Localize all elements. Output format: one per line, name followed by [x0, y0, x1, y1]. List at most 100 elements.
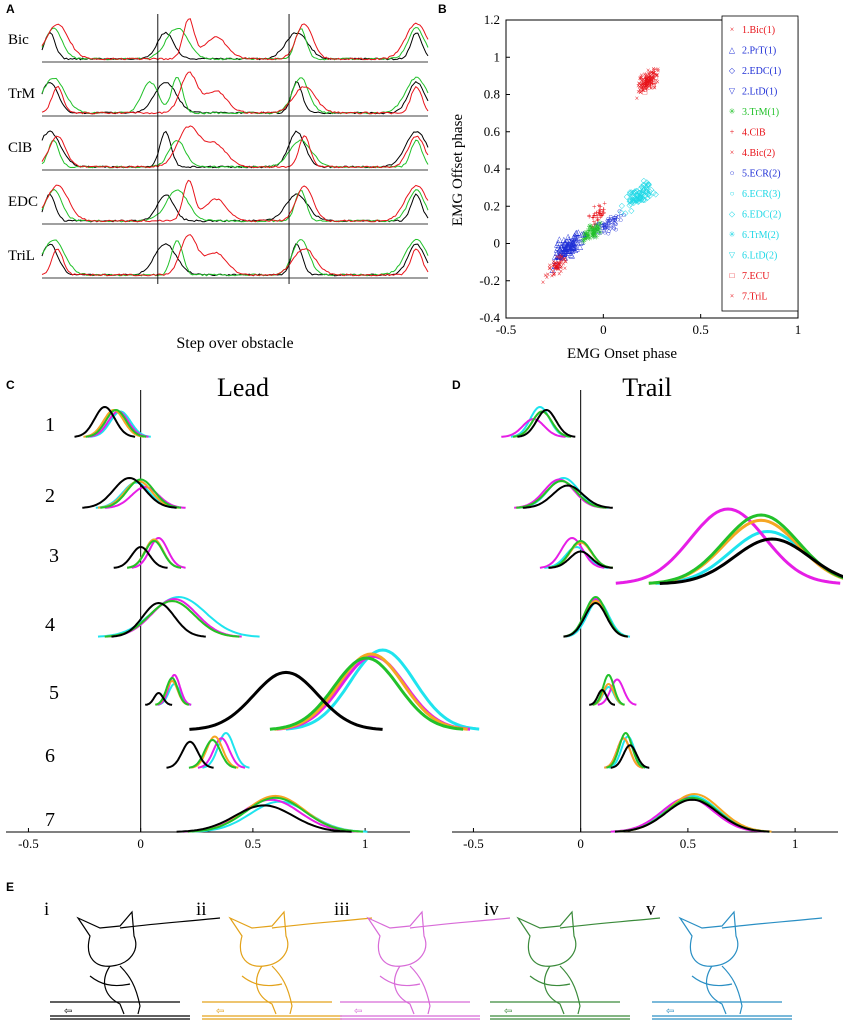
- cat-foreleg: [409, 965, 431, 1015]
- b-point: ×: [647, 70, 652, 79]
- b-point: △: [569, 246, 576, 255]
- b-point: ○: [613, 215, 618, 224]
- c-curve-iv: [187, 796, 363, 833]
- d-xtick-label: -0.5: [463, 836, 484, 851]
- b-point: ×: [639, 81, 644, 90]
- b-legend-marker: +: [730, 128, 735, 137]
- b-point: ◇: [630, 196, 637, 205]
- b-point: ○: [602, 228, 607, 237]
- b-point: ◇: [628, 199, 635, 208]
- b-point: ×: [557, 253, 562, 262]
- b-point: +: [600, 211, 605, 220]
- b-point: ○: [600, 224, 605, 233]
- b-point: ○: [610, 216, 615, 225]
- c-row-label: 2: [45, 485, 55, 507]
- b-point: ×: [564, 257, 569, 266]
- b-point: ×: [650, 72, 655, 81]
- b-point: △: [567, 237, 574, 246]
- d-curve-ii: [604, 737, 644, 769]
- b-point: ×: [647, 80, 652, 89]
- b-point: ○: [592, 232, 597, 241]
- b-point: ×: [559, 256, 564, 265]
- b-point: ○: [596, 219, 601, 228]
- b-point: ×: [648, 72, 653, 81]
- b-point: ×: [554, 265, 559, 274]
- d-xtick-label: 0.5: [680, 836, 696, 851]
- b-legend-label: 6.ECR(3): [742, 189, 781, 200]
- b-point: ×: [651, 66, 656, 75]
- b-point: ×: [556, 258, 561, 267]
- b-point: ×: [644, 71, 649, 80]
- b-ytick-label: 0.2: [484, 198, 500, 213]
- b-point: ○: [617, 206, 622, 215]
- b-point: ✳: [592, 226, 599, 235]
- b-point: ×: [547, 261, 552, 270]
- panel-label-a: A: [6, 2, 15, 16]
- b-point: △: [570, 242, 577, 251]
- d-curve-v: [544, 545, 609, 569]
- b-point: ○: [603, 219, 608, 228]
- b-point: ◇: [637, 192, 644, 201]
- c-row-label: 6: [45, 745, 55, 767]
- b-point: ○: [608, 212, 613, 221]
- b-point: ◇: [619, 201, 626, 210]
- c-curve-iv: [85, 408, 147, 438]
- b-point: ◇: [643, 182, 650, 191]
- c-row-label: 5: [49, 682, 59, 704]
- b-point: △: [556, 251, 563, 260]
- b-point: +: [594, 209, 599, 218]
- b-point: △: [552, 252, 559, 261]
- b-point: ×: [642, 76, 647, 85]
- c-row-label: 1: [45, 414, 55, 436]
- b-point: △: [565, 241, 572, 250]
- c-inset-curve-v: [285, 648, 480, 731]
- b-point: ×: [656, 66, 661, 75]
- b-point: ◇: [648, 185, 655, 194]
- b-point: ◇: [643, 187, 650, 196]
- a-trace-black: [41, 31, 429, 61]
- b-ytick-label: 0: [494, 236, 501, 251]
- cat-lifted-paw: [691, 975, 733, 987]
- belt-direction-icon: ⇦: [504, 1006, 512, 1017]
- c-row-label: 4: [45, 614, 55, 636]
- b-point: ◇: [632, 188, 639, 197]
- b-point: □: [641, 81, 646, 90]
- b-point: +: [591, 213, 596, 222]
- b-point: ○: [602, 222, 607, 231]
- b-point: ×: [645, 79, 650, 88]
- b-point: +: [590, 222, 595, 231]
- b-point: ✳: [592, 226, 599, 235]
- b-point: ○: [602, 221, 607, 230]
- b-point: ×: [645, 81, 650, 90]
- b-point: □: [650, 77, 655, 86]
- b-point: ◇: [627, 201, 634, 210]
- b-point: ×: [558, 261, 563, 270]
- b-point: △: [560, 240, 567, 249]
- b-point: ◇: [634, 193, 641, 202]
- d-inset-curve-iii: [615, 507, 841, 585]
- b-point: ×: [551, 257, 556, 266]
- b-point: ◇: [640, 185, 647, 194]
- b-point: ×: [555, 262, 560, 271]
- b-point: △: [562, 239, 569, 248]
- b-point: ×: [651, 65, 656, 74]
- a-trace-red: [41, 18, 429, 61]
- b-point: ×: [651, 69, 656, 78]
- b-point: △: [566, 242, 573, 251]
- b-point: +: [599, 211, 604, 220]
- b-point: ◇: [634, 190, 641, 199]
- b-point: ○: [595, 220, 600, 229]
- b-point: ○: [603, 223, 608, 232]
- b-point: +: [601, 205, 606, 214]
- d-curve-i: [563, 601, 628, 638]
- b-point: ×: [563, 254, 568, 263]
- b-point: ◇: [646, 180, 653, 189]
- b-point: ×: [649, 74, 654, 83]
- b-point: ✳: [583, 233, 590, 242]
- b-point: □: [651, 81, 656, 90]
- a-trace-black: [41, 243, 429, 277]
- b-ytick-label: 0.4: [484, 161, 501, 176]
- b-point: ◇: [624, 192, 631, 201]
- a-trace-green: [41, 76, 429, 115]
- b-point: +: [587, 212, 592, 221]
